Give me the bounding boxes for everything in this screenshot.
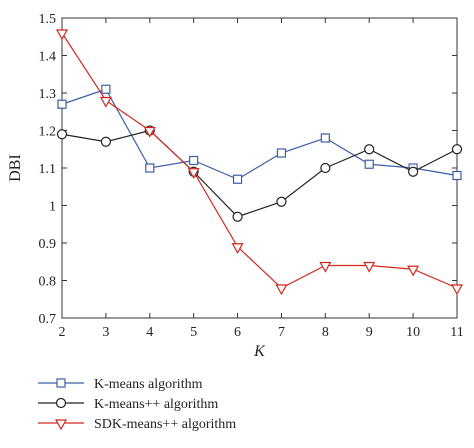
legend-item: SDK-means++ algorithm [38, 417, 236, 432]
data-point [364, 159, 374, 169]
data-point [408, 166, 419, 177]
y-axis-title: DBI [7, 154, 24, 182]
series-2 [56, 125, 463, 222]
data-point [145, 163, 155, 173]
data-point [276, 196, 287, 207]
data-point [231, 243, 244, 254]
x-tick-label: 6 [234, 325, 241, 340]
data-point [187, 168, 200, 179]
data-point [232, 174, 243, 184]
data-point [450, 284, 464, 296]
data-point [56, 129, 68, 140]
data-point [320, 133, 330, 143]
data-point [100, 136, 111, 147]
x-tick-label: 9 [366, 325, 373, 340]
data-point [57, 99, 67, 109]
plot-border [61, 17, 458, 319]
x-tick-label: 8 [322, 325, 329, 340]
data-point [99, 96, 112, 108]
tick-layer: 2 3 4 5 6 7 8 9 10 11 0.7 0.8 0.9 1 1.1 1.2 1.3 1.4 1.5 [39, 12, 464, 340]
y-tick-label: 1.3 [39, 87, 57, 102]
legend-marker [54, 419, 68, 431]
legend-item: K-means algorithm [38, 377, 203, 392]
legend-item: K-means++ algorithm [38, 397, 218, 412]
x-tick-label: 2 [59, 325, 66, 340]
data-point [320, 162, 331, 174]
x-tick-label: 10 [406, 325, 420, 340]
legend-label: K-means algorithm [94, 377, 203, 392]
x-tick-label: 7 [278, 325, 285, 340]
x-tick-label: 5 [190, 325, 197, 340]
y-tick-label: 1.2 [39, 125, 57, 140]
legend-label: K-means++ algorithm [94, 397, 218, 412]
x-tick-label: 4 [146, 325, 153, 340]
y-tick-label: 1.5 [39, 12, 57, 27]
data-point [452, 170, 462, 181]
plot-frame [61, 17, 458, 319]
data-point [364, 144, 375, 155]
data-point [407, 265, 420, 277]
data-point [319, 261, 332, 273]
x-tick-label: 11 [450, 325, 463, 340]
data-point [143, 126, 156, 138]
data-point [232, 211, 243, 222]
x-tick-label: 3 [102, 325, 109, 340]
series-layer [55, 29, 464, 296]
series-3 [55, 29, 464, 296]
y-tick-label: 0.9 [39, 237, 57, 252]
data-point [101, 84, 111, 94]
legend-label: SDK-means++ algorithm [94, 417, 236, 432]
data-point [189, 155, 199, 166]
legend-marker [56, 378, 66, 388]
y-tick-label: 0.7 [39, 312, 57, 327]
y-tick-label: 1.4 [39, 50, 57, 65]
data-point [451, 144, 463, 155]
series-line [61, 32, 458, 289]
data-point [275, 284, 288, 296]
data-point [55, 29, 69, 41]
legend-marker [55, 397, 67, 409]
series-line [61, 129, 458, 218]
series-line [61, 88, 458, 180]
y-tick-label: 0.8 [39, 275, 57, 290]
y-tick-label: 1.1 [39, 162, 57, 177]
legend: K-means algorithm K-means++ algorithm SDK-… [38, 377, 236, 432]
series-1 [57, 84, 462, 184]
data-point [276, 148, 287, 158]
y-tick-label: 1 [49, 200, 56, 215]
data-point [363, 261, 376, 273]
x-axis-title: K [253, 343, 266, 360]
